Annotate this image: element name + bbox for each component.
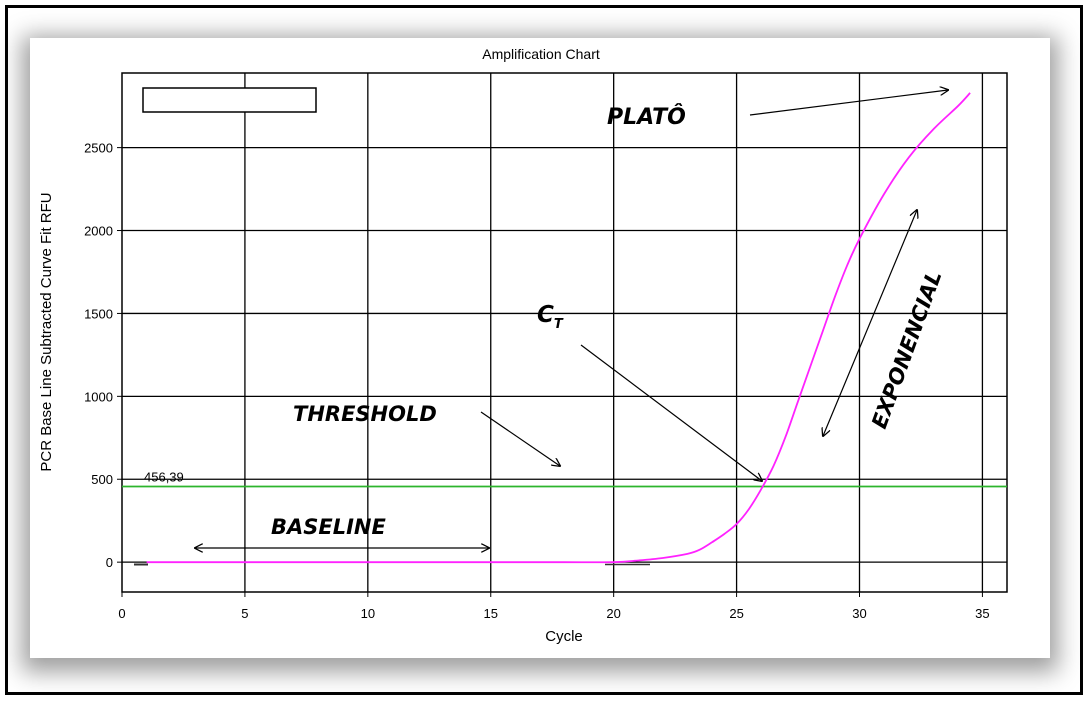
x-tick-label: 35 [975, 606, 989, 621]
x-tick-labels: 0 5 10 15 20 25 30 35 [118, 606, 989, 621]
y-tick-label: 500 [91, 472, 113, 487]
x-tick-label: 15 [484, 606, 498, 621]
annotation-exponencial: EXPONENCIAL [867, 267, 946, 431]
plot-area-border [121, 72, 1008, 593]
annotation-baseline: BASELINE [271, 515, 386, 539]
threshold-arrow [480, 411, 560, 466]
y-tick-label: 2000 [84, 224, 113, 239]
y-axis-label: PCR Base Line Subtracted Curve Fit RFU [38, 192, 55, 471]
legend-box [142, 87, 317, 113]
y-tick-label: 0 [106, 555, 113, 570]
grid-lines [117, 73, 1007, 597]
x-tick-label: 30 [852, 606, 866, 621]
y-tick-label: 1000 [84, 389, 113, 404]
x-axis-label: Cycle [545, 628, 583, 645]
annotation-threshold: THRESHOLD [293, 402, 437, 426]
annotation-ct: CT [537, 302, 564, 332]
ct-arrow [580, 344, 762, 481]
annotation-ct-main: C [537, 302, 554, 328]
x-tick-label: 5 [241, 606, 248, 621]
x-tick-label: 0 [118, 606, 125, 621]
chart-title: Amplification Chart [482, 46, 600, 62]
x-tick-label: 10 [361, 606, 375, 621]
annotation-plato: PLATÔ [607, 104, 686, 130]
threshold-value-label: 456,39 [144, 469, 184, 484]
y-tick-label: 1500 [84, 306, 113, 321]
y-tick-label: 2500 [84, 141, 113, 156]
x-tick-label: 25 [729, 606, 743, 621]
annotation-ct-subscript: T [554, 317, 564, 332]
exponencial-arrow [823, 210, 917, 436]
plato-arrow [749, 90, 948, 116]
x-tick-label: 20 [606, 606, 620, 621]
y-tick-labels: 0 500 1000 1500 2000 2500 [84, 141, 113, 571]
